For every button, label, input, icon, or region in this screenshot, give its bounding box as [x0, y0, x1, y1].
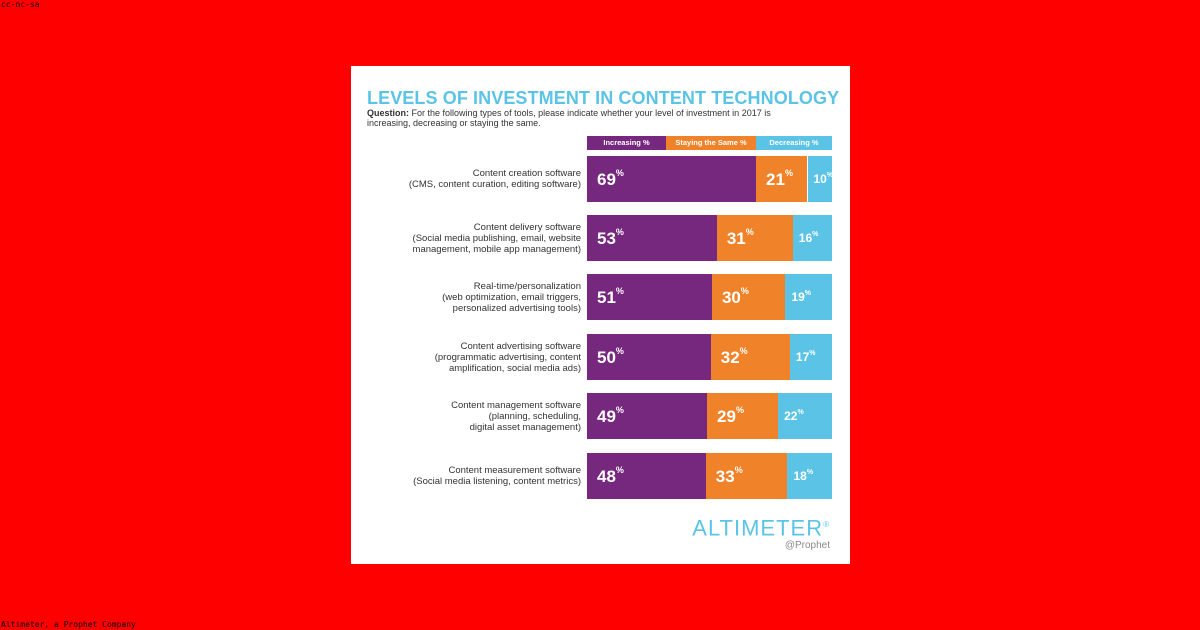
- data-label: 51: [597, 287, 616, 307]
- chart-title: LEVELS OF INVESTMENT IN CONTENT TECHNOLO…: [367, 88, 840, 108]
- category-label-line: (programmatic advertising, content: [434, 351, 581, 363]
- percent-sign: %: [740, 286, 749, 296]
- question-label: Question:: [367, 108, 409, 118]
- category-label: Content advertising software (programmati…: [367, 341, 581, 374]
- stacked-bar: 51% 30% 19%: [587, 274, 832, 320]
- percent-sign: %: [615, 227, 624, 237]
- bar-segment: 16%: [792, 215, 832, 261]
- percent-sign: %: [809, 350, 816, 357]
- percent-sign: %: [615, 286, 624, 296]
- bar-segment: 69%: [587, 156, 757, 202]
- category-label: Content creation software (CMS, content c…: [367, 168, 581, 190]
- data-label: 22: [784, 409, 798, 423]
- percent-sign: %: [615, 346, 624, 356]
- category-label-line: amplification, social media ads): [448, 362, 581, 374]
- data-label: 31: [726, 228, 746, 248]
- license-text: cc-nc-sa: [1, 0, 40, 9]
- data-label: 17: [795, 350, 810, 364]
- percent-sign: %: [827, 172, 832, 179]
- bar-segment: 33%: [705, 453, 788, 499]
- category-label-line: (planning, scheduling,: [488, 410, 581, 422]
- data-label: 53: [597, 228, 616, 248]
- bar-segment: 30%: [711, 274, 786, 320]
- category-label-line: Content delivery software: [473, 221, 581, 233]
- bar-segment: 49%: [587, 393, 708, 439]
- stacked-bar: 48% 33% 18%: [587, 453, 832, 499]
- category-label: Content measurement software (Social medi…: [367, 465, 581, 487]
- bar-segment: 32%: [710, 334, 790, 380]
- logo-name: ALTIMETER: [692, 515, 824, 541]
- data-label: 16: [798, 231, 813, 245]
- logo-wordmark: ALTIMETER®: [692, 514, 830, 539]
- percent-sign: %: [784, 168, 793, 178]
- data-label: 19: [791, 290, 805, 304]
- data-label: 18: [793, 469, 807, 483]
- data-label: 48: [597, 466, 616, 486]
- category-label-line: Real-time/personalization: [473, 280, 581, 292]
- category-label-line: (Social media listening, content metrics…: [413, 476, 581, 487]
- logo-subtitle: @Prophet: [784, 540, 830, 552]
- percent-sign: %: [812, 231, 819, 238]
- stacked-bar: 53% 31% 16%: [587, 215, 832, 261]
- stacked-bar: 49% 29% 22%: [587, 393, 832, 439]
- category-label-line: Content advertising software: [460, 340, 581, 352]
- credit-text: Altimeter, a Prophet Company: [1, 620, 136, 629]
- data-label: 10: [813, 172, 827, 186]
- question-text: Question: For the following types of too…: [367, 108, 807, 128]
- category-label-line: digital asset management): [469, 421, 581, 433]
- bar-segment: 17%: [789, 334, 832, 380]
- category-label-line: (web optimization, email triggers,: [442, 291, 581, 303]
- percent-sign: %: [735, 405, 744, 415]
- question-body: For the following types of tools, please…: [367, 108, 771, 128]
- percent-sign: %: [797, 409, 804, 416]
- category-label: Content management software (planning, sc…: [367, 400, 581, 433]
- logo-registered-mark: ®: [823, 520, 830, 529]
- legend-item: Decreasing %: [756, 136, 832, 150]
- bar-segment: 31%: [716, 215, 793, 261]
- data-label: 30: [721, 287, 741, 307]
- stacked-bar: 50% 32% 17%: [587, 334, 832, 380]
- bar-segment: 50%: [587, 334, 711, 380]
- category-label-line: Content creation software: [472, 168, 581, 179]
- infographic-card: LEVELS OF INVESTMENT IN CONTENT TECHNOLO…: [351, 66, 850, 564]
- category-label-line: personalized advertising tools): [452, 302, 581, 314]
- bar-segment: 51%: [587, 274, 712, 320]
- bar-segment: 48%: [587, 453, 706, 499]
- percent-sign: %: [739, 346, 748, 356]
- bar-segment: 21%: [756, 156, 808, 202]
- percent-sign: %: [734, 465, 743, 475]
- bar-segment: 18%: [787, 453, 832, 499]
- percent-sign: %: [615, 168, 624, 178]
- percent-sign: %: [806, 469, 814, 476]
- percent-sign: %: [804, 290, 812, 297]
- data-label: 21: [766, 169, 785, 189]
- bar-segment: 19%: [785, 274, 832, 320]
- data-label: 29: [717, 406, 736, 426]
- data-label: 49: [597, 406, 616, 426]
- percent-sign: %: [615, 405, 624, 415]
- bar-segment: 10%: [807, 156, 832, 202]
- bar-segment: 22%: [778, 393, 832, 439]
- category-label-line: (CMS, content curation, editing software…: [408, 179, 581, 190]
- category-label-line: Content measurement software: [448, 465, 581, 476]
- data-label: 69: [597, 169, 616, 189]
- stacked-bar: 69%21%10%: [587, 156, 832, 202]
- category-label: Content delivery software (Social media p…: [367, 222, 581, 255]
- percent-sign: %: [615, 465, 624, 475]
- altimeter-logo: ALTIMETER® @Prophet: [692, 514, 830, 552]
- category-label-line: Content management software: [451, 399, 581, 411]
- category-label: Real-time/personalization (web optimizati…: [367, 281, 581, 314]
- bar-segment: 53%: [587, 215, 717, 261]
- data-label: 50: [597, 347, 616, 367]
- legend-item: Increasing %: [587, 136, 666, 150]
- data-label: 33: [715, 466, 735, 486]
- percent-sign: %: [745, 227, 754, 237]
- category-label-line: (Social media publishing, email, website: [412, 232, 581, 244]
- bar-segment: 29%: [707, 393, 779, 439]
- legend-item: Staying the Same %: [666, 136, 756, 150]
- category-label-line: management, mobile app management): [412, 243, 581, 255]
- data-label: 32: [720, 347, 740, 367]
